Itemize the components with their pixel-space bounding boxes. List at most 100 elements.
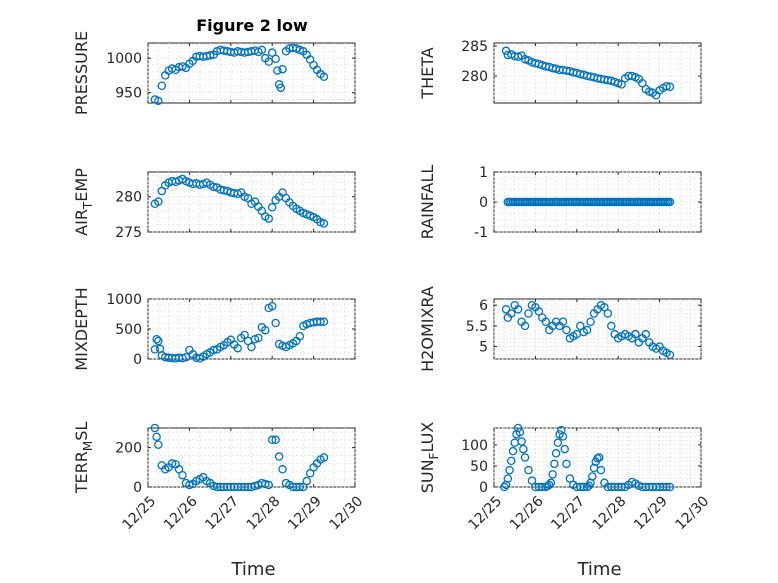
- data-point: [247, 342, 256, 352]
- data-point: [500, 482, 509, 492]
- y-axis-label-subscript: F: [427, 452, 441, 459]
- data-point: [513, 423, 523, 433]
- y-axis-label: AIRTEMP: [72, 168, 95, 236]
- y-axis-label: PRESSURE: [72, 31, 91, 115]
- x-tick-label: 12/27: [202, 493, 242, 533]
- y-tick-label: 275: [115, 225, 142, 241]
- x-tick-label: 12/26: [161, 493, 201, 533]
- x-tick-label: 12/25: [119, 493, 159, 533]
- data-point: [264, 480, 273, 490]
- data-point: [271, 54, 280, 64]
- y-tick-label: 0: [133, 480, 142, 496]
- data-point: [665, 82, 675, 92]
- data-point: [641, 329, 651, 339]
- y-axis-label-part: AIR: [72, 209, 91, 236]
- data-point: [607, 321, 616, 331]
- data-point: [582, 325, 592, 335]
- data-point: [261, 325, 270, 335]
- y-tick-label: 200: [115, 441, 142, 457]
- data-point: [316, 317, 325, 327]
- data-point: [562, 325, 571, 335]
- data-point: [553, 438, 563, 447]
- data-point: [233, 343, 242, 353]
- data-point: [295, 482, 305, 492]
- y-axis-label: THETA: [418, 47, 437, 99]
- data-point: [541, 317, 551, 327]
- y-axis-label-part: THETA: [418, 47, 437, 99]
- data-point: [596, 465, 606, 475]
- data-point: [603, 309, 613, 318]
- x-tick-label: 12/30: [326, 493, 366, 533]
- y-axis-label-subscript: M: [81, 441, 95, 451]
- data-point: [154, 440, 163, 449]
- data-point: [544, 480, 554, 490]
- y-axis-label: RAINFALL: [418, 165, 437, 240]
- data-point: [586, 317, 595, 327]
- data-point: [274, 452, 284, 461]
- subplot-h2omixra: 5 5.5 6 H2OMIXRA: [418, 286, 702, 372]
- data-point: [178, 353, 187, 363]
- data-point: [546, 478, 556, 488]
- data-point: [278, 64, 287, 74]
- axes-box: [493, 42, 702, 104]
- data-point: [264, 57, 273, 66]
- data-point: [181, 352, 191, 362]
- data-point: [524, 465, 533, 475]
- data-point: [527, 476, 537, 485]
- y-tick-label: 6: [479, 298, 488, 314]
- data-point: [209, 182, 218, 192]
- data-point: [267, 203, 277, 212]
- y-axis-label-part: SL: [72, 422, 91, 441]
- y-tick-label: 5: [479, 340, 488, 356]
- x-tick-label: 12/28: [590, 493, 630, 533]
- data-point: [205, 51, 215, 60]
- data-point: [594, 453, 604, 462]
- data-point: [565, 474, 575, 483]
- y-axis-label: TERRMSL: [72, 422, 95, 495]
- y-axis-label-subscript: T: [81, 201, 95, 210]
- data-point: [209, 345, 218, 355]
- data-point: [261, 479, 270, 489]
- data-point: [501, 305, 511, 314]
- data-point: [506, 309, 516, 318]
- data-point: [185, 480, 194, 490]
- data-point: [319, 72, 329, 82]
- y-tick-label: 0: [479, 480, 488, 496]
- y-tick-label: 285: [461, 39, 488, 55]
- data-point: [319, 453, 329, 462]
- data-point: [167, 459, 177, 468]
- data-point: [506, 456, 516, 466]
- y-axis-label-part: LUX: [418, 422, 437, 453]
- data-point: [154, 336, 163, 346]
- data-point: [665, 482, 675, 492]
- subplot-terr-msl: 0 200 12/25 12/26 12/27 12/28 12/29 12/30 Time TE…: [72, 422, 366, 580]
- y-tick-label: 1: [479, 165, 488, 181]
- y-tick-label: 1000: [106, 292, 142, 308]
- data-point: [178, 470, 187, 480]
- y-axis-label: MIXDEPTH: [72, 287, 91, 370]
- data-point: [520, 321, 530, 331]
- y-tick-label: 500: [115, 322, 142, 338]
- data-point: [519, 444, 528, 454]
- data-point: [662, 482, 671, 492]
- y-tick-label: 0: [133, 352, 142, 368]
- data-point: [271, 435, 280, 445]
- data-point: [267, 48, 277, 57]
- data-point: [558, 317, 568, 327]
- data-point: [588, 472, 597, 481]
- data-point: [534, 307, 544, 316]
- y-axis-label: SUNFLUX: [418, 422, 441, 494]
- y-tick-label: 100: [461, 438, 488, 454]
- y-tick-label: 0: [479, 195, 488, 211]
- subplot-mixdepth: 0 500 1000 MIXDEPTH: [72, 287, 356, 371]
- data-point: [276, 83, 286, 93]
- data-point: [576, 321, 585, 331]
- y-axis-label-part: RAINFALL: [418, 165, 437, 240]
- data-point: [665, 350, 675, 360]
- data-point: [152, 432, 161, 442]
- x-tick-label: 12/26: [507, 493, 547, 533]
- y-axis-label-part: TERR: [72, 451, 91, 494]
- data-point: [558, 432, 568, 441]
- data-point: [505, 465, 514, 475]
